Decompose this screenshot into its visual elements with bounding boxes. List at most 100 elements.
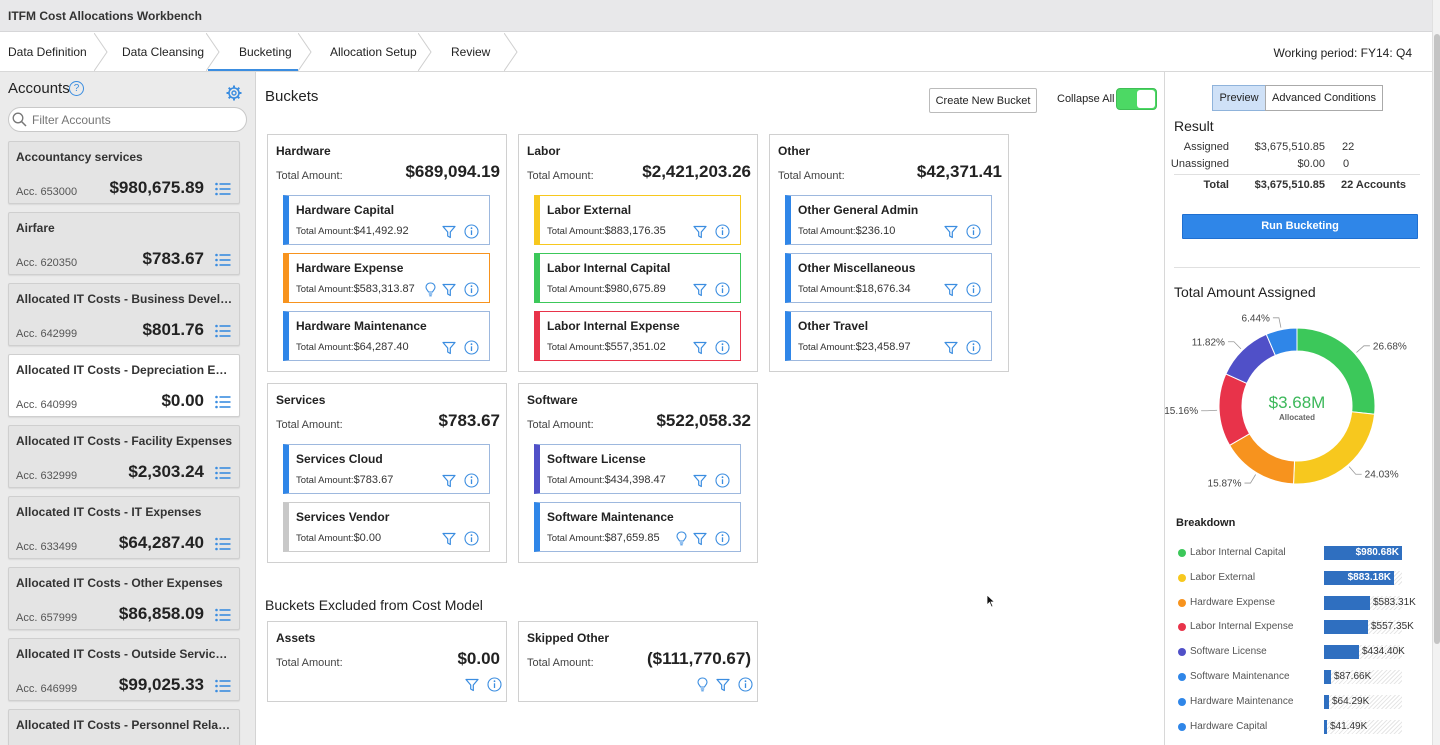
create-new-bucket-button[interactable]: Create New Bucket	[929, 88, 1037, 113]
gear-icon[interactable]	[226, 85, 242, 101]
scrollbar-thumb[interactable]	[1434, 34, 1440, 644]
breakdown-row[interactable]: Software License $434.40K	[1178, 645, 1408, 660]
list-icon[interactable]	[215, 395, 231, 412]
account-card[interactable]: Allocated IT Costs - Personnel Relate...	[8, 709, 240, 745]
info-icon[interactable]	[966, 340, 981, 358]
info-icon[interactable]	[464, 224, 479, 242]
list-icon[interactable]	[215, 182, 231, 199]
sub-bucket-card[interactable]: Software Maintenance Total Amount:$87,659…	[534, 502, 741, 552]
page-scrollbar[interactable]	[1432, 0, 1440, 745]
bucket-card-services[interactable]: Services Total Amount: $783.67 Services Clo…	[267, 383, 507, 563]
sub-bucket-card[interactable]: Labor Internal Capital Total Amount:$980,…	[534, 253, 741, 303]
breakdown-row[interactable]: Hardware Capital $41.49K	[1178, 719, 1408, 734]
breakdown-row[interactable]: Hardware Expense $583.31K	[1178, 595, 1416, 610]
lightbulb-icon[interactable]	[676, 531, 687, 549]
step-bucketing[interactable]: Bucketing	[208, 33, 312, 71]
filter-icon[interactable]	[442, 474, 456, 491]
info-icon[interactable]	[966, 282, 981, 300]
bucket-card-labor[interactable]: Labor Total Amount: $2,421,203.26 Labor Ext…	[518, 134, 758, 372]
sub-bucket-card[interactable]: Software License Total Amount:$434,398.47	[534, 444, 741, 494]
sub-bucket-card[interactable]: Other Travel Total Amount:$23,458.97	[785, 311, 992, 361]
filter-icon[interactable]	[465, 678, 479, 695]
account-card[interactable]: Allocated IT Costs - Business Develo... A…	[8, 283, 240, 346]
donut-slice[interactable]	[1265, 327, 1298, 357]
breakdown-row[interactable]: Hardware Maintenance $64.29K	[1178, 694, 1408, 709]
filter-icon[interactable]	[442, 341, 456, 358]
sub-bucket-card[interactable]: Hardware Expense Total Amount:$583,313.87	[283, 253, 490, 303]
account-card[interactable]: Allocated IT Costs - Facility Expenses Ac…	[8, 425, 240, 488]
excluded-bucket-card[interactable]: Assets Total Amount: $0.00	[267, 621, 507, 702]
sub-bucket-card[interactable]: Other Miscellaneous Total Amount:$18,676.…	[785, 253, 992, 303]
info-icon[interactable]	[464, 473, 479, 491]
info-icon[interactable]	[487, 677, 502, 695]
filter-icon[interactable]	[442, 283, 456, 300]
filter-icon[interactable]	[944, 341, 958, 358]
bucket-card-other[interactable]: Other Total Amount: $42,371.41 Other Genera…	[769, 134, 1009, 372]
bucket-card-software[interactable]: Software Total Amount: $522,058.32 Software…	[518, 383, 758, 563]
list-icon[interactable]	[215, 608, 231, 625]
account-card[interactable]: Airfare Acc. 620350 $783.67	[8, 212, 240, 275]
sub-bucket-card[interactable]: Labor Internal Expense Total Amount:$557,…	[534, 311, 741, 361]
run-bucketing-button[interactable]: Run Bucketing	[1182, 214, 1418, 239]
account-amount: $783.67	[142, 249, 204, 268]
collapse-all-toggle[interactable]	[1116, 88, 1157, 110]
info-icon[interactable]	[715, 531, 730, 549]
step-review[interactable]: Review	[432, 33, 518, 71]
info-icon[interactable]	[738, 677, 753, 695]
step-data-cleansing[interactable]: Data Cleansing	[108, 33, 220, 71]
list-icon[interactable]	[215, 466, 231, 483]
info-icon[interactable]	[715, 340, 730, 358]
sub-bucket-card[interactable]: Services Vendor Total Amount:$0.00	[283, 502, 490, 552]
list-icon[interactable]	[215, 679, 231, 696]
account-card[interactable]: Allocated IT Costs - Other Expenses Acc. …	[8, 567, 240, 630]
info-icon[interactable]	[715, 473, 730, 491]
donut-slice[interactable]	[1228, 433, 1296, 485]
account-card[interactable]: Accountancy services Acc. 653000 $980,675.…	[8, 141, 240, 204]
sub-bucket-card[interactable]: Other General Admin Total Amount:$236.10	[785, 195, 992, 245]
sub-bucket-name: Labor Internal Capital	[547, 261, 671, 275]
total-amount-label: Total Amount:	[527, 419, 594, 431]
info-icon[interactable]	[715, 282, 730, 300]
info-icon[interactable]	[966, 224, 981, 242]
info-icon[interactable]	[464, 282, 479, 300]
filter-icon[interactable]	[442, 532, 456, 549]
sub-bucket-card[interactable]: Hardware Capital Total Amount:$41,492.92	[283, 195, 490, 245]
sub-bucket-card[interactable]: Hardware Maintenance Total Amount:$64,287…	[283, 311, 490, 361]
account-card[interactable]: Allocated IT Costs - Depreciation Exp...…	[8, 354, 240, 417]
filter-icon[interactable]	[442, 225, 456, 242]
donut-slice[interactable]	[1293, 411, 1376, 485]
breakdown-row[interactable]: Labor Internal Expense $557.35K	[1178, 620, 1414, 635]
filter-icon[interactable]	[693, 283, 707, 300]
filter-icon[interactable]	[944, 283, 958, 300]
info-icon[interactable]	[464, 531, 479, 549]
tab-advanced-conditions[interactable]: Advanced Conditions	[1265, 85, 1383, 111]
bucket-card-hardware[interactable]: Hardware Total Amount: $689,094.19 Hardware…	[267, 134, 507, 372]
breakdown-row[interactable]: Labor External $883.18K	[1178, 570, 1408, 585]
help-icon[interactable]: ?	[69, 81, 84, 96]
breakdown-row[interactable]: Software Maintenance $87.66K	[1178, 670, 1408, 684]
info-icon[interactable]	[464, 340, 479, 358]
step-data-definition[interactable]: Data Definition	[0, 33, 108, 71]
tab-preview[interactable]: Preview	[1212, 85, 1266, 111]
lightbulb-icon[interactable]	[425, 282, 436, 300]
account-card[interactable]: Allocated IT Costs - IT Expenses Acc. 633…	[8, 496, 240, 559]
breakdown-row[interactable]: Labor Internal Capital $980.68K	[1178, 546, 1408, 560]
filter-icon[interactable]	[693, 225, 707, 242]
filter-icon[interactable]	[693, 474, 707, 491]
sub-bucket-card[interactable]: Labor External Total Amount:$883,176.35	[534, 195, 741, 245]
list-icon[interactable]	[215, 537, 231, 554]
filter-icon[interactable]	[693, 341, 707, 358]
step-allocation-setup[interactable]: Allocation Setup	[312, 33, 432, 71]
filter-icon[interactable]	[716, 678, 730, 695]
filter-accounts-input[interactable]	[8, 107, 247, 132]
excluded-bucket-card[interactable]: Skipped Other Total Amount: ($111,770.67)	[518, 621, 758, 702]
donut-slice[interactable]	[1218, 373, 1251, 447]
account-card[interactable]: Allocated IT Costs - Outside Service ...…	[8, 638, 240, 701]
list-icon[interactable]	[215, 253, 231, 270]
list-icon[interactable]	[215, 324, 231, 341]
sub-bucket-card[interactable]: Services Cloud Total Amount:$783.67	[283, 444, 490, 494]
filter-icon[interactable]	[693, 532, 707, 549]
filter-icon[interactable]	[944, 225, 958, 242]
info-icon[interactable]	[715, 224, 730, 242]
lightbulb-icon[interactable]	[697, 677, 708, 695]
